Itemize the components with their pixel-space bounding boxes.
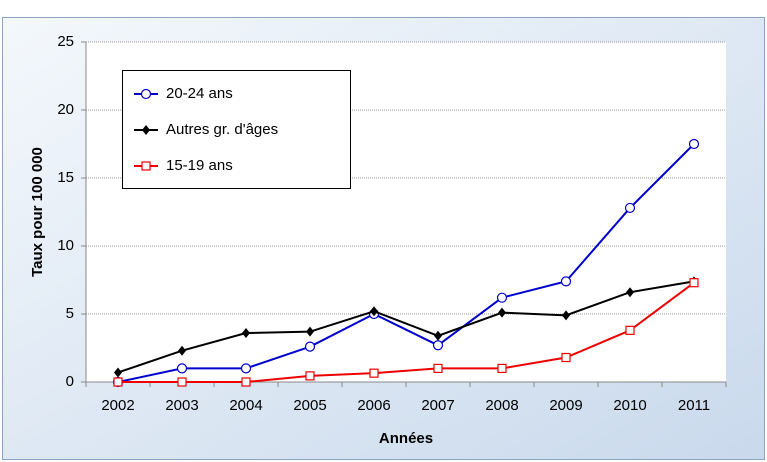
marker — [141, 161, 151, 171]
marker — [624, 202, 636, 214]
legend-label: 15-19 ans — [166, 157, 233, 174]
y-tick-label: 10 — [57, 237, 74, 254]
marker — [113, 377, 123, 387]
legend-label: 20-24 ans — [166, 85, 233, 102]
marker — [562, 310, 570, 321]
y-tick-label: 20 — [57, 101, 74, 118]
marker — [560, 276, 572, 287]
y-axis-label: Taux pour 100 000 — [29, 147, 46, 277]
x-tick-label: 2002 — [101, 397, 134, 414]
marker — [561, 352, 571, 363]
marker — [306, 326, 314, 337]
x-tick-label: 2010 — [613, 397, 646, 414]
y-tick-label: 0 — [66, 373, 74, 390]
marker — [177, 377, 187, 387]
marker — [432, 340, 444, 351]
marker — [626, 287, 634, 298]
marker — [242, 328, 250, 339]
y-tick-label: 15 — [57, 169, 74, 186]
marker — [625, 325, 635, 335]
marker — [497, 363, 507, 373]
marker — [434, 330, 442, 341]
y-tick-label: 5 — [66, 305, 74, 322]
x-tick-label: 2009 — [549, 397, 582, 414]
x-tick-label: 2004 — [229, 397, 262, 414]
marker — [305, 371, 315, 381]
x-tick-label: 2003 — [165, 397, 198, 414]
y-tick-label: 25 — [57, 33, 74, 50]
x-tick-label: 2011 — [678, 397, 710, 414]
series-line — [118, 281, 695, 383]
legend-label: Autres gr. d'âges — [166, 121, 278, 138]
marker — [241, 377, 251, 387]
x-tick-label: 2008 — [485, 397, 518, 414]
marker — [433, 363, 443, 373]
marker — [140, 88, 152, 100]
marker — [240, 363, 252, 374]
x-axis-label: Années — [379, 430, 433, 447]
marker — [142, 125, 150, 135]
marker — [498, 307, 506, 318]
marker — [688, 138, 700, 150]
series-line — [117, 280, 695, 374]
marker — [304, 341, 316, 352]
x-tick-label: 2005 — [293, 397, 326, 414]
marker — [370, 306, 378, 317]
marker — [176, 363, 188, 374]
marker — [689, 278, 699, 288]
x-tick-label: 2006 — [357, 397, 390, 414]
series-line — [117, 143, 695, 383]
marker — [114, 367, 122, 378]
marker — [496, 292, 508, 303]
marker — [369, 368, 379, 378]
legend-box — [122, 70, 351, 189]
x-tick-label: 2007 — [421, 397, 454, 414]
marker — [178, 345, 186, 356]
